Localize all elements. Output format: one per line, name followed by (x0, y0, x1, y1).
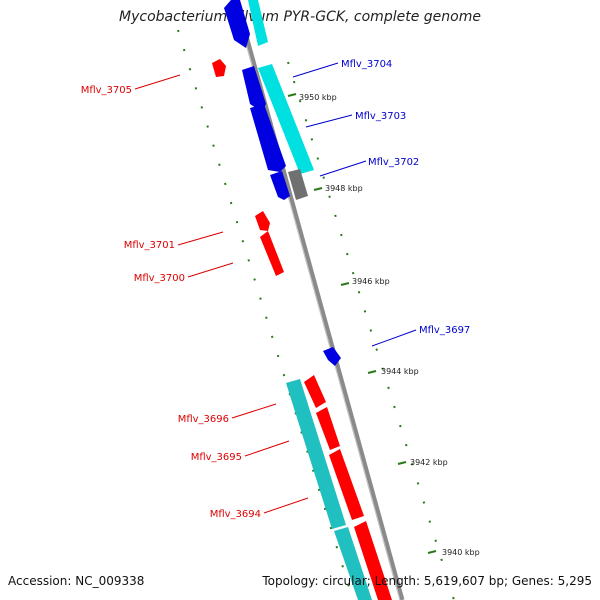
leader-line-mflv-3705 (134, 74, 181, 90)
gene-forward-blue[interactable] (242, 66, 266, 112)
gene-reverse-red[interactable] (354, 521, 392, 600)
gene-label-mflv-3696[interactable]: Mflv_3696 (178, 414, 229, 425)
kbp-tick-3950 (287, 93, 297, 97)
map-title: Mycobacterium gilvum PYR-GCK, complete g… (119, 9, 481, 25)
kbp-tick-3942 (397, 461, 407, 465)
kbp-label-3940: 3940 kbp (442, 548, 480, 557)
cds-cyan[interactable] (258, 64, 314, 174)
kbp-label-3946: 3946 kbp (352, 277, 390, 286)
gene-label-mflv-3695[interactable]: Mflv_3695 (191, 452, 242, 463)
gene-label-mflv-3697[interactable]: Mflv_3697 (419, 325, 470, 336)
gene-reverse-red[interactable] (304, 375, 326, 408)
gene-forward-blue[interactable] (224, 0, 250, 48)
gene-label-mflv-3703[interactable]: Mflv_3703 (355, 111, 406, 122)
gene-label-mflv-3704[interactable]: Mflv_3704 (341, 59, 392, 70)
leader-line-mflv-3704 (292, 62, 339, 78)
kbp-label-3948: 3948 kbp (325, 184, 363, 193)
gene-label-mflv-3694[interactable]: Mflv_3694 (210, 509, 261, 520)
gene-label-mflv-3700[interactable]: Mflv_3700 (134, 273, 185, 284)
leader-line-mflv-3696 (231, 403, 277, 419)
kbp-tick-3940 (427, 550, 437, 554)
gene-reverse-red[interactable] (329, 449, 364, 520)
gene-reverse-red[interactable] (260, 231, 284, 276)
gene-reverse-red[interactable] (255, 211, 270, 231)
kbp-label-3944: 3944 kbp (381, 367, 419, 376)
leader-line-mflv-3700 (187, 262, 234, 278)
cds-teal[interactable] (334, 527, 372, 600)
kbp-tick-3944 (367, 370, 377, 374)
gene-reverse-red[interactable] (316, 407, 340, 450)
genome-summary-text: Topology: circular; Length: 5,619,607 bp… (262, 574, 592, 588)
leader-line-mflv-3694 (263, 497, 309, 514)
gene-forward-blue[interactable] (270, 171, 290, 200)
kbp-tick-3948 (313, 187, 323, 191)
leader-line-mflv-3701 (177, 231, 224, 246)
kbp-label-3942: 3942 kbp (410, 458, 448, 467)
gene-forward-blue[interactable] (250, 104, 286, 172)
kbp-tick-3946 (340, 282, 350, 286)
gene-forward-blue[interactable] (323, 347, 341, 366)
leader-line-mflv-3695 (244, 440, 290, 457)
accession-text: Accession: NC_009338 (8, 574, 145, 588)
gene-label-mflv-3705[interactable]: Mflv_3705 (81, 85, 132, 96)
kbp-label-3950: 3950 kbp (299, 93, 337, 102)
gene-label-mflv-3701[interactable]: Mflv_3701 (124, 240, 175, 251)
feature-gray[interactable] (288, 169, 308, 200)
leader-line-mflv-3702 (319, 160, 367, 177)
tick-ring-outer (287, 61, 455, 600)
cds-cyan[interactable] (248, 0, 268, 46)
gene-reverse-red[interactable] (212, 59, 226, 77)
gene-label-mflv-3702[interactable]: Mflv_3702 (368, 157, 419, 168)
cds-teal[interactable] (286, 379, 346, 529)
leader-line-mflv-3697 (371, 329, 417, 347)
leader-line-mflv-3703 (305, 114, 353, 128)
